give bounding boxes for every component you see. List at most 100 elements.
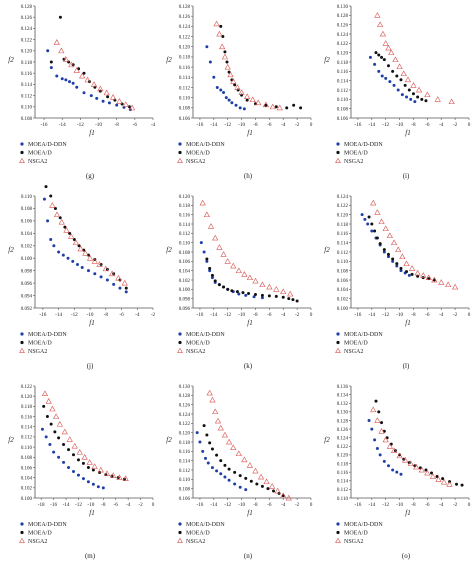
y-tick-label: 0.120 (179, 431, 191, 436)
data-point (274, 487, 281, 494)
data-point (226, 287, 230, 291)
data-point (90, 81, 98, 87)
legend-marker (336, 150, 340, 155)
data-point (366, 222, 370, 226)
data-point (75, 85, 79, 89)
y-axis-label: f2 (8, 436, 14, 444)
data-point (122, 475, 129, 482)
legend-label: NSGA2 (186, 539, 205, 545)
y-tick-label: 0.110 (337, 260, 349, 265)
data-point (223, 463, 227, 467)
data-point (216, 244, 223, 250)
y-tick-label: 0.114 (337, 79, 349, 84)
legend-marker (178, 150, 182, 155)
data-point (245, 98, 249, 102)
chart-panel-2: 0.106 0.108 0.110 0.112 0.114 0.116 0.118 0.120… (166, 5, 312, 180)
data-point (224, 96, 228, 100)
legend-label: MOEA/D (344, 531, 368, 537)
data-point (227, 478, 231, 482)
data-point (425, 274, 432, 281)
data-point (441, 477, 445, 481)
x-axis-label: f1 (89, 319, 94, 327)
y-tick-label: 0.108 (179, 487, 191, 492)
legend-marker (336, 142, 340, 146)
y-tick-label: 0.132 (337, 402, 349, 407)
y-tick-label: 0.136 (337, 385, 349, 390)
y-tick-label: 0.100 (21, 257, 33, 262)
data-point (382, 250, 386, 254)
data-point (266, 283, 273, 290)
y-tick-label: 0.128 (337, 14, 349, 19)
x-tick-label: -4 (439, 312, 444, 318)
data-point (224, 63, 231, 70)
data-point (48, 443, 52, 447)
data-point (86, 459, 93, 465)
series-nsga2 (370, 199, 459, 290)
data-point (378, 218, 385, 225)
data-point (386, 232, 393, 239)
data-point (199, 241, 203, 245)
data-point (76, 448, 83, 455)
data-point (430, 471, 434, 475)
y-tick-label: 0.106 (179, 117, 191, 122)
data-point (82, 91, 86, 95)
data-point (57, 455, 61, 459)
data-point (230, 289, 234, 293)
series-nsga2 (53, 39, 136, 111)
data-point (86, 269, 90, 273)
data-point (49, 60, 53, 64)
x-tick-label: -12 (224, 502, 231, 508)
data-point (101, 99, 105, 103)
data-point (91, 463, 98, 469)
y-tick-label: 0.128 (337, 419, 349, 424)
y-tick-label: 0.110 (179, 478, 191, 483)
x-tick-label: -10 (238, 502, 245, 508)
x-tick-label: -4 (281, 502, 286, 508)
y-tick-label: 0.110 (21, 106, 33, 111)
data-point (109, 94, 117, 100)
data-point (64, 78, 68, 82)
legend-label: MOEA/D-DDN (344, 332, 383, 338)
data-point (55, 74, 59, 78)
y-axis-label: f2 (324, 56, 330, 64)
data-point (68, 61, 75, 68)
data-point (210, 276, 214, 280)
x-axis-label: f1 (247, 129, 252, 137)
data-point (235, 290, 239, 294)
data-point (382, 459, 386, 463)
data-point (410, 82, 417, 88)
data-point (58, 218, 65, 225)
x-tick-label: -16 (50, 502, 57, 508)
data-point (95, 96, 99, 100)
y-tick-label: 0.110 (337, 497, 349, 502)
legend-marker (336, 340, 340, 345)
y-tick-label: 0.112 (21, 94, 33, 99)
x-tick-label: -10 (87, 502, 94, 508)
data-point (60, 77, 64, 81)
data-point (227, 98, 231, 102)
data-point (416, 274, 420, 278)
data-point (424, 468, 428, 472)
data-point (385, 44, 392, 51)
y-tick-label: 0.130 (179, 385, 191, 390)
data-point (212, 75, 216, 79)
data-point (413, 463, 420, 470)
y-tick-label: 0.102 (21, 245, 33, 250)
x-tick-label: -4 (151, 122, 156, 128)
y-tick-label: 0.106 (179, 260, 191, 265)
data-point (67, 448, 71, 452)
data-point (360, 213, 364, 217)
y-tick-label: 0.128 (179, 5, 191, 10)
data-point (219, 88, 223, 92)
data-point (77, 245, 84, 252)
data-point (255, 482, 259, 486)
y-tick-label: 0.102 (21, 487, 33, 492)
y-tick-label: 0.122 (337, 204, 349, 209)
data-point (382, 436, 389, 443)
data-point (214, 417, 222, 424)
x-tick-label: -16 (354, 312, 361, 318)
data-point (400, 70, 407, 77)
legend-label: NSGA2 (186, 159, 205, 165)
legend-label: NSGA2 (28, 539, 47, 545)
series-moea-d (374, 51, 428, 103)
